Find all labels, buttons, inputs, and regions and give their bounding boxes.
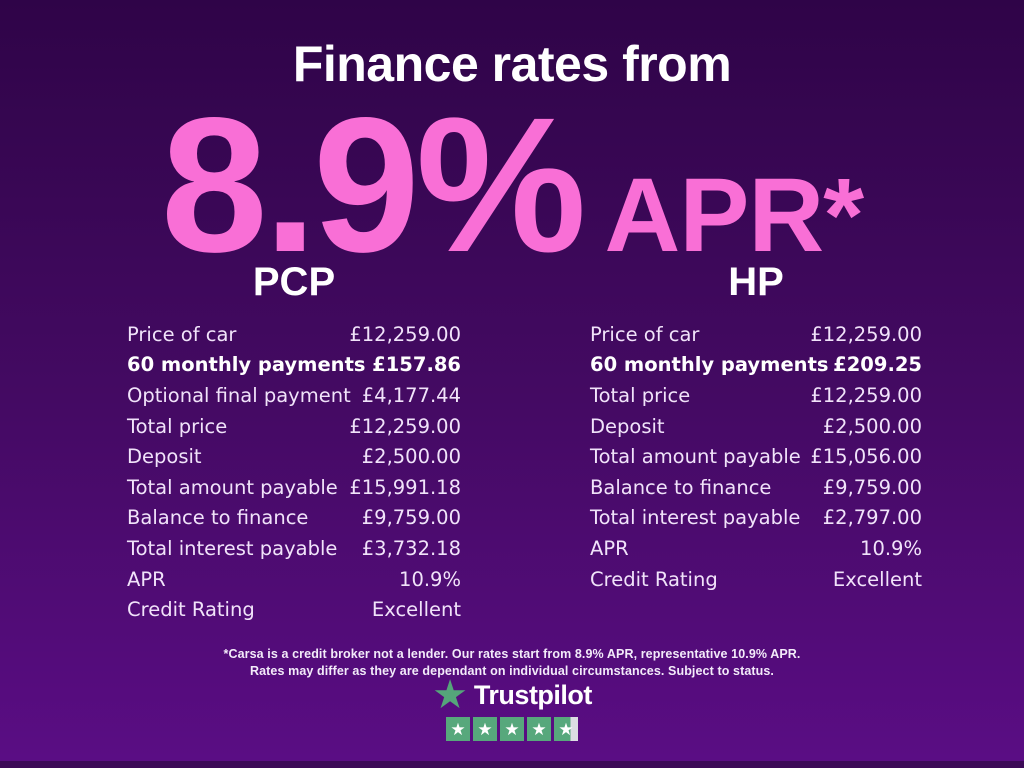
row-label: Credit Rating	[127, 598, 255, 622]
row-value: £4,177.44	[361, 383, 461, 407]
trustpilot-rating-box: ★	[527, 717, 551, 741]
table-row: Credit Rating Excellent	[590, 564, 922, 595]
pcp-heading: PCP	[252, 260, 336, 304]
table-row: Balance to finance £9,759.00	[127, 503, 461, 534]
row-label: Total amount payable	[590, 445, 801, 469]
disclaimer-line-1: *Carsa is a credit broker not a lender. …	[223, 647, 801, 661]
row-value: 10.9%	[399, 567, 461, 591]
table-row: Price of car £12,259.00	[127, 319, 461, 350]
row-label: 60 monthly payments	[127, 353, 366, 377]
trustpilot-block: ★ Trustpilot ★ ★ ★ ★ ★	[0, 673, 1024, 741]
row-value: £2,500.00	[822, 414, 922, 438]
row-label: Price of car	[590, 322, 700, 346]
disclaimer-line-2: Rates may differ as they are dependant o…	[249, 664, 775, 678]
table-row: 60 monthly payments £157.86	[127, 350, 461, 381]
row-label: Deposit	[590, 414, 665, 438]
table-row: Total amount payable £15,056.00	[590, 441, 922, 472]
table-row: 60 monthly payments £209.25	[590, 350, 922, 381]
row-value: £3,732.18	[361, 536, 461, 560]
star-icon: ★	[531, 719, 547, 739]
trustpilot-rating-box: ★	[473, 717, 497, 741]
row-value: Excellent	[371, 598, 461, 622]
row-value: £157.86	[372, 353, 461, 377]
trustpilot-rating-box: ★	[500, 717, 524, 741]
table-row: Balance to finance £9,759.00	[590, 472, 922, 503]
trustpilot-stars: ★ ★ ★ ★ ★	[446, 717, 578, 741]
bottom-edge-strip	[0, 761, 1024, 768]
row-value: £12,259.00	[810, 383, 922, 407]
star-icon: ★	[450, 719, 466, 739]
row-value: £12,259.00	[349, 414, 461, 438]
hp-column: HP Price of car £12,259.00 60 monthly pa…	[590, 262, 922, 594]
table-row: Optional final payment £4,177.44	[127, 380, 461, 411]
row-label: Optional final payment	[127, 383, 351, 407]
table-row: APR 10.9%	[590, 533, 922, 564]
row-value: £12,259.00	[349, 322, 461, 346]
trustpilot-star-icon: ★	[432, 673, 468, 717]
table-row: Deposit £2,500.00	[127, 441, 461, 472]
table-row: Total interest payable £3,732.18	[127, 533, 461, 564]
row-label: Total price	[127, 414, 228, 438]
trustpilot-rating-box: ★	[554, 717, 578, 741]
table-row: Total price £12,259.00	[590, 380, 922, 411]
row-label: APR	[590, 536, 629, 560]
row-label: Balance to finance	[127, 506, 309, 530]
pcp-column: PCP Price of car £12,259.00 60 monthly p…	[127, 262, 461, 625]
row-value: £9,759.00	[361, 506, 461, 530]
row-value: £9,759.00	[822, 475, 922, 499]
disclaimer-text: *Carsa is a credit broker not a lender. …	[0, 646, 1024, 680]
star-icon: ★	[504, 719, 520, 739]
banner-title: Finance rates from	[292, 36, 732, 92]
row-value: £2,797.00	[822, 506, 922, 530]
hp-heading: HP	[728, 260, 784, 304]
pcp-table: Price of car £12,259.00 60 monthly payme…	[127, 319, 461, 625]
row-label: Deposit	[127, 445, 202, 469]
row-label: Total interest payable	[590, 506, 801, 530]
table-row: APR 10.9%	[127, 564, 461, 595]
trustpilot-brand-text: Trustpilot	[473, 679, 593, 710]
row-value: £209.25	[833, 353, 922, 377]
table-row: Deposit £2,500.00	[590, 411, 922, 442]
row-label: Price of car	[127, 322, 237, 346]
star-icon: ★	[558, 719, 574, 739]
table-row: Total amount payable £15,991.18	[127, 472, 461, 503]
star-icon: ★	[477, 719, 493, 739]
hp-table: Price of car £12,259.00 60 monthly payme…	[590, 319, 922, 594]
row-label: Total interest payable	[127, 536, 338, 560]
row-label: Balance to finance	[590, 475, 772, 499]
row-value: Excellent	[832, 567, 922, 591]
row-value: £2,500.00	[361, 445, 461, 469]
row-value: £15,056.00	[810, 445, 922, 469]
trustpilot-rating-box: ★	[446, 717, 470, 741]
row-label: Total amount payable	[127, 475, 338, 499]
row-value: £15,991.18	[349, 475, 461, 499]
row-label: APR	[127, 567, 166, 591]
headline-rate-value: 8.9%	[160, 77, 587, 292]
headline-rate: 8.9% APR*	[0, 89, 1024, 281]
table-row: Price of car £12,259.00	[590, 319, 922, 350]
headline-rate-suffix: APR*	[604, 157, 865, 274]
row-value: 10.9%	[860, 536, 922, 560]
row-value: £12,259.00	[810, 322, 922, 346]
row-label: 60 monthly payments	[590, 353, 829, 377]
table-row: Total price £12,259.00	[127, 411, 461, 442]
table-row: Credit Rating Excellent	[127, 594, 461, 625]
row-label: Credit Rating	[590, 567, 718, 591]
trustpilot-logo: ★ Trustpilot	[432, 673, 593, 717]
table-row: Total interest payable £2,797.00	[590, 503, 922, 534]
row-label: Total price	[590, 383, 691, 407]
